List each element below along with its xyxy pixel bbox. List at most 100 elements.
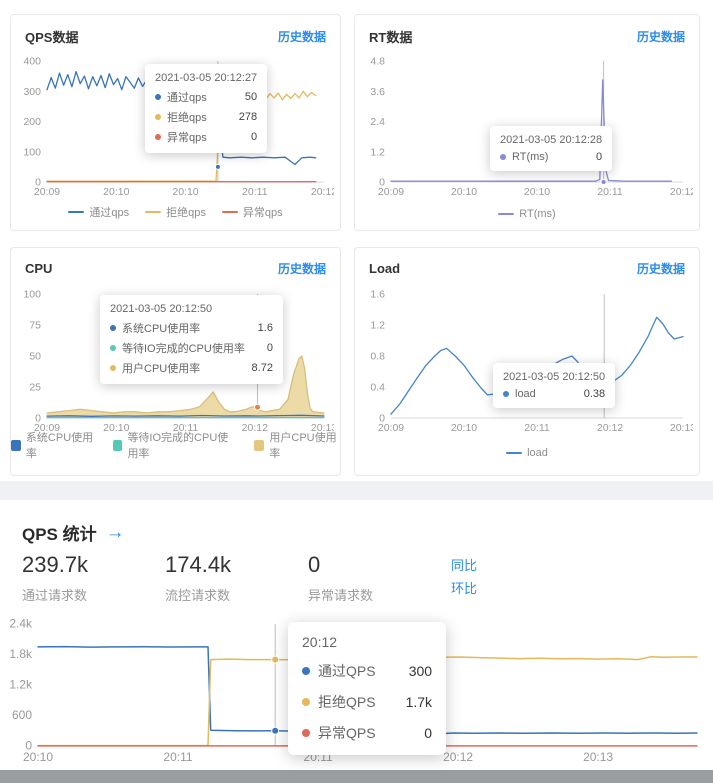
stat-label: 通过请求数 [22,588,88,603]
load-chart[interactable]: 0 0.4 0.8 1.2 1.6 20:09 20:10 20:11 20:12 20:13 [361,288,693,436]
svg-text:20:10: 20:10 [172,186,198,198]
qps-legend: 通过qps 拒绝qps 异常qps [11,204,340,220]
svg-text:0: 0 [379,413,385,425]
svg-text:1.6: 1.6 [370,289,385,301]
legend-swatch [498,213,515,215]
legend-label: 用户CPU使用率 [269,432,337,460]
svg-text:100: 100 [23,146,41,158]
legend-item-pass-qps[interactable]: 通过qps [68,204,129,220]
legend-item-error-qps[interactable]: 异常qps [221,204,283,220]
legend-swatch [68,211,85,213]
load-card-title: Load [369,261,401,276]
legend-item-block-qps[interactable]: 拒绝qps [145,204,206,220]
tooltip-label: load [515,388,536,400]
section-divider [0,481,713,500]
rt-card-header: RT数据 历史数据 [355,15,699,46]
tooltip-row: 用户CPU使用率 8.72 [110,360,273,376]
svg-text:20:12: 20:12 [670,186,693,198]
legend-item-iowait-cpu[interactable]: 等待IO完成的CPU使用率 [112,429,239,461]
tooltip-time: 20:12 [302,634,338,650]
cpu-history-link[interactable]: 历史数据 [277,262,326,276]
rt-history-link[interactable]: 历史数据 [636,30,685,44]
svg-text:400: 400 [23,56,41,68]
svg-text:20:10: 20:10 [103,422,129,434]
svg-text:0: 0 [25,739,32,753]
tooltip-label: 通过qps [167,92,207,104]
tooltip-row: 拒绝qps 278 [155,109,257,125]
svg-text:600: 600 [12,708,32,722]
svg-text:20:12: 20:12 [242,422,268,434]
svg-text:0: 0 [35,413,41,425]
svg-text:20:10: 20:10 [103,186,129,198]
svg-text:0: 0 [35,177,41,189]
tooltip-label: 等待IO完成的CPU使用率 [122,343,245,355]
load-legend: load [355,447,699,459]
load-history-link[interactable]: 历史数据 [636,262,685,276]
svg-text:20:11: 20:11 [242,186,268,198]
series-dot [110,325,116,331]
legend-item-sys-cpu[interactable]: 系统CPU使用率 [11,429,97,461]
arrow-right-icon[interactable]: → [105,522,125,543]
tooltip-label: 系统CPU使用率 [122,323,201,335]
rt-chart[interactable]: 0 1.2 2.4 3.6 4.8 20:09 20:10 20:10 20:11 20:12 [361,55,693,200]
series-dot [155,134,161,140]
svg-text:20:10: 20:10 [451,422,477,434]
qps-history-link[interactable]: 历史数据 [277,30,326,44]
tooltip-value: 278 [238,111,258,123]
tooltip-value: 1.7k [405,694,433,710]
load-chart-tooltip: 2021-03-05 20:12:50 load 0.38 [493,363,616,408]
stat-value: 174.4k [165,552,232,577]
tooltip-value: 300 [408,663,433,679]
qps-chart[interactable]: 0 100 200 300 400 20:09 20:10 20:10 20:11 20:12 [17,55,334,200]
svg-text:20:12: 20:12 [443,750,473,764]
svg-text:200: 200 [23,116,41,128]
svg-text:3.6: 3.6 [370,86,385,98]
series-dot [503,391,509,397]
legend-swatch [254,439,265,451]
qps-summary-section: QPS 统计 → 239.7k 通过请求数 174.4k 流控请求数 0 异常请… [0,500,713,770]
svg-text:20:09: 20:09 [34,422,60,434]
tooltip-row: 通过QPS 300 [302,661,432,681]
svg-text:20:13: 20:13 [311,422,334,434]
legend-item-rt[interactable]: RT(ms) [498,208,556,220]
qps-data-card: QPS数据 历史数据 0 100 200 300 400 20:09 20:10 20:10 2… [10,14,341,231]
tooltip-value: 0 [266,342,273,354]
tooltip-time: 2021-03-05 20:12:50 [110,303,213,315]
cpu-chart-tooltip: 2021-03-05 20:12:50 系统CPU使用率 1.6 等待IO完成的C… [100,295,283,384]
summary-stats: 239.7k 通过请求数 174.4k 流控请求数 0 异常请求数 同比 环比 [22,552,477,604]
legend-swatch [145,211,162,213]
summary-title: QPS 统计 [22,525,97,544]
tooltip-label: 异常qps [167,132,207,144]
svg-text:1.2: 1.2 [370,146,385,158]
legend-item-load[interactable]: load [506,447,548,459]
tooltip-value: 8.72 [251,362,273,374]
stat-label: 异常请求数 [308,588,374,603]
tooltip-value: 1.6 [257,322,273,334]
svg-text:0.8: 0.8 [370,351,385,363]
series-dot [110,365,116,371]
legend-label: 拒绝qps [166,207,206,219]
svg-text:2.4k: 2.4k [9,618,33,631]
cpu-card-header: CPU 历史数据 [11,248,340,277]
load-card-header: Load 历史数据 [355,248,699,277]
tooltip-time: 2021-03-05 20:12:50 [503,371,606,383]
tooltip-value: 0 [596,151,603,163]
tooltip-value: 0 [251,131,258,143]
yoy-compare-link[interactable]: 同比 [451,558,478,573]
svg-text:1.8k: 1.8k [9,647,33,661]
series-dot [302,698,310,706]
legend-item-user-cpu[interactable]: 用户CPU使用率 [254,429,340,461]
legend-label: 通过qps [89,207,130,219]
load-card: Load 历史数据 0 0.4 0.8 1.2 1.6 20:09 20:10 20:11 20… [354,247,700,476]
legend-label: 异常qps [242,207,283,219]
tooltip-row: 拒绝QPS 1.7k [302,692,432,712]
legend-swatch [506,452,523,454]
rt-legend: RT(ms) [355,208,699,220]
stat-pass-requests: 239.7k 通过请求数 [22,552,165,604]
tooltip-row: load 0.38 [503,388,605,400]
svg-text:4.8: 4.8 [370,56,385,68]
legend-swatch [112,439,123,451]
tooltip-row: 等待IO完成的CPU使用率 0 [110,340,273,356]
tooltip-row: 异常QPS 0 [302,723,432,743]
mom-compare-link[interactable]: 环比 [451,581,478,596]
